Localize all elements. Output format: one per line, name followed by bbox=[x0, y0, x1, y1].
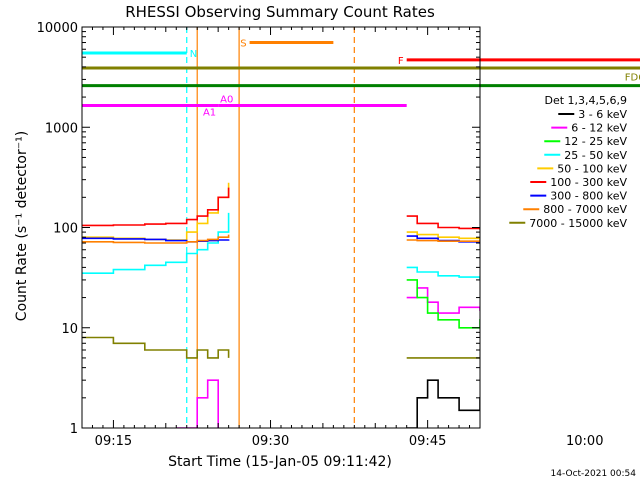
series-line-5 bbox=[82, 187, 480, 230]
plot-frame bbox=[81, 26, 481, 429]
footer-date: 14-Oct-2021 00:54 bbox=[551, 469, 637, 479]
series-line-7 bbox=[82, 234, 480, 244]
legend-entry-3: 25 - 50 keV bbox=[564, 149, 627, 162]
flag-label-9: A1 bbox=[203, 107, 216, 118]
legend-entry-5: 100 - 300 keV bbox=[550, 176, 627, 189]
x-tick-label-1: 09:30 bbox=[252, 434, 289, 449]
y-tick-label-1: 10 bbox=[61, 322, 78, 337]
series-line-1 bbox=[176, 287, 480, 428]
x-tick-label-3: 10:00 bbox=[566, 434, 603, 449]
flag-label-3: F bbox=[398, 56, 404, 67]
flag-label-1: N bbox=[190, 49, 197, 60]
legend-title: Det 1,3,4,5,6,9 bbox=[544, 94, 627, 107]
x-tick-label-0: 09:15 bbox=[95, 434, 132, 449]
y-tick-label-3: 1000 bbox=[45, 121, 78, 136]
legend-entry-2: 12 - 25 keV bbox=[564, 135, 627, 148]
flag-label-0: S bbox=[240, 39, 246, 50]
y-axis-label: Count Rate (s⁻¹ detector⁻¹) bbox=[14, 131, 30, 321]
chart-title: RHESSI Observing Summary Count Rates bbox=[125, 3, 435, 21]
legend-entry-8: 7000 - 15000 keV bbox=[529, 217, 627, 230]
legend-entry-6: 300 - 800 keV bbox=[550, 190, 627, 203]
y-tick-label-2: 100 bbox=[53, 222, 78, 237]
flag-label-5: FD6 bbox=[625, 73, 640, 84]
flag-bars: SNFFD5FD6RD0RD6A0A1 bbox=[82, 39, 640, 118]
series-line-8 bbox=[82, 336, 480, 359]
x-tick-label-2: 09:45 bbox=[409, 434, 446, 449]
y-tick-label-0: 1 bbox=[70, 422, 78, 437]
series-line-2 bbox=[406, 279, 480, 329]
series-lines bbox=[82, 182, 480, 428]
legend-entry-1: 6 - 12 keV bbox=[571, 122, 627, 135]
axes: 11010010001000009:1509:3009:4510:0010:15… bbox=[37, 21, 604, 449]
legend-entry-7: 800 - 7000 keV bbox=[543, 203, 627, 216]
legend-entry-4: 50 - 100 keV bbox=[557, 162, 627, 175]
x-axis-label: Start Time (15-Jan-05 09:11:42) bbox=[168, 454, 392, 470]
series-line-6 bbox=[82, 235, 480, 244]
flag-label-8: A0 bbox=[220, 94, 233, 105]
y-tick-label-4: 10000 bbox=[37, 21, 78, 36]
legend-entry-0: 3 - 6 keV bbox=[578, 108, 627, 121]
